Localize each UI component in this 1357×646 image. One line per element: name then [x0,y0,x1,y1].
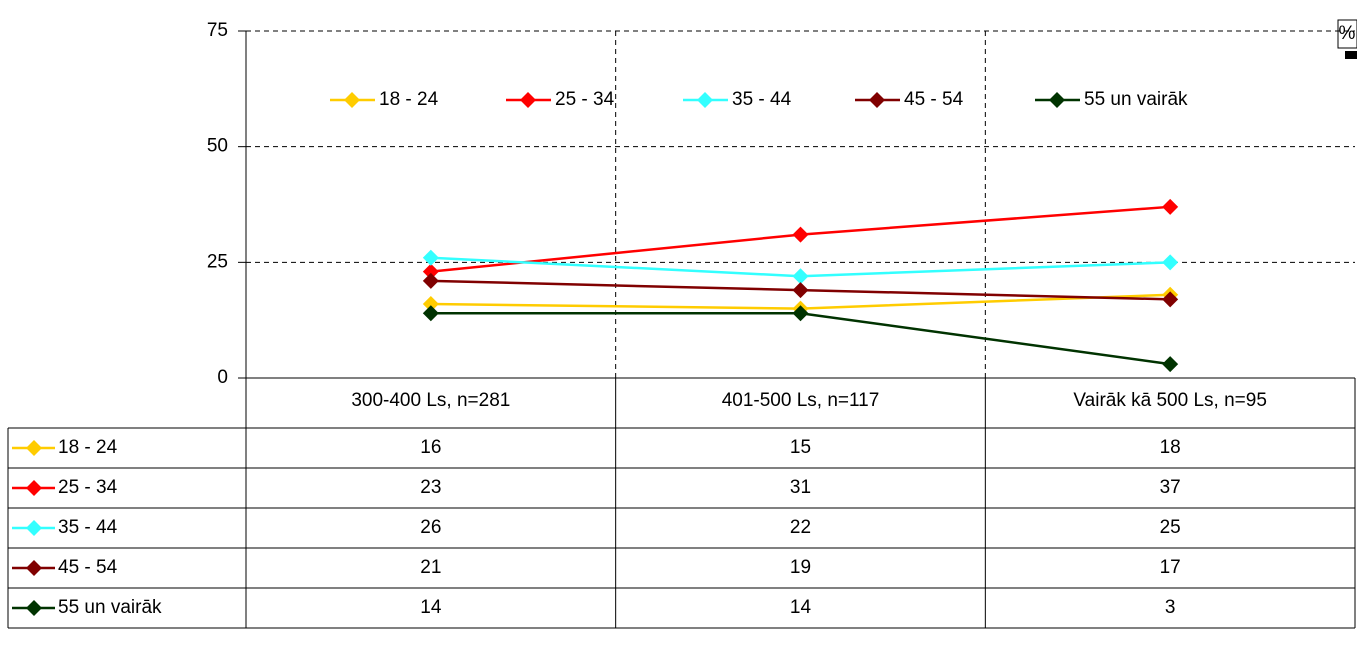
table-cell: 14 [790,597,812,618]
y-tick-label: 25 [207,251,228,272]
axis-tick-box [1345,51,1357,59]
marker [792,305,809,322]
y-axis-label: % [1339,23,1356,44]
marker [1162,254,1179,271]
marker [422,263,439,280]
table-row-label: 35 - 44 [58,517,118,538]
table-cell: 19 [790,557,811,578]
y-tick-label: 50 [207,136,228,157]
marker [422,272,439,289]
legend-label: 55 un vairāk [1084,89,1188,110]
legend-label: 18 - 24 [379,89,439,110]
table-cell: 26 [420,517,441,538]
marker [697,92,713,108]
y-tick-label: 75 [207,20,228,41]
marker [1049,92,1065,108]
y-tick-label: 0 [217,367,228,388]
marker [422,295,439,312]
marker [792,226,809,243]
marker [26,440,42,456]
legend-label: 35 - 44 [732,89,792,110]
table-cell: 21 [420,557,441,578]
table-row-label: 18 - 24 [58,437,118,458]
table-cell: 22 [790,517,811,538]
marker [1162,198,1179,215]
marker [520,92,536,108]
marker [26,480,42,496]
x-tick-label: 401-500 Ls, n=117 [722,390,880,411]
table-row-label: 55 un vairāk [58,597,162,618]
marker [869,92,885,108]
legend-label: 45 - 54 [904,89,964,110]
marker [422,305,439,322]
table-cell: 3 [1165,597,1176,618]
marker [792,282,809,299]
table-cell: 37 [1160,477,1181,498]
x-tick-label: 300-400 Ls, n=281 [351,390,510,411]
marker [1162,291,1179,308]
marker [1162,356,1179,373]
table-cell: 17 [1160,557,1181,578]
table-cell: 16 [420,437,441,458]
table-cell: 18 [1160,437,1181,458]
marker [422,249,439,266]
x-tick-label: Vairāk kā 500 Ls, n=95 [1073,390,1266,411]
marker [344,92,360,108]
marker [26,520,42,536]
table-cell: 31 [790,477,811,498]
marker [26,560,42,576]
legend-label: 25 - 34 [555,89,615,110]
marker [792,268,809,285]
table-cell: 23 [420,477,441,498]
percent-box [1337,19,1357,49]
table-cell: 14 [420,597,442,618]
table-row-label: 25 - 34 [58,477,118,498]
table-row-label: 45 - 54 [58,557,118,578]
marker [26,600,42,616]
table-cell: 15 [790,437,811,458]
table-cell: 25 [1160,517,1181,538]
